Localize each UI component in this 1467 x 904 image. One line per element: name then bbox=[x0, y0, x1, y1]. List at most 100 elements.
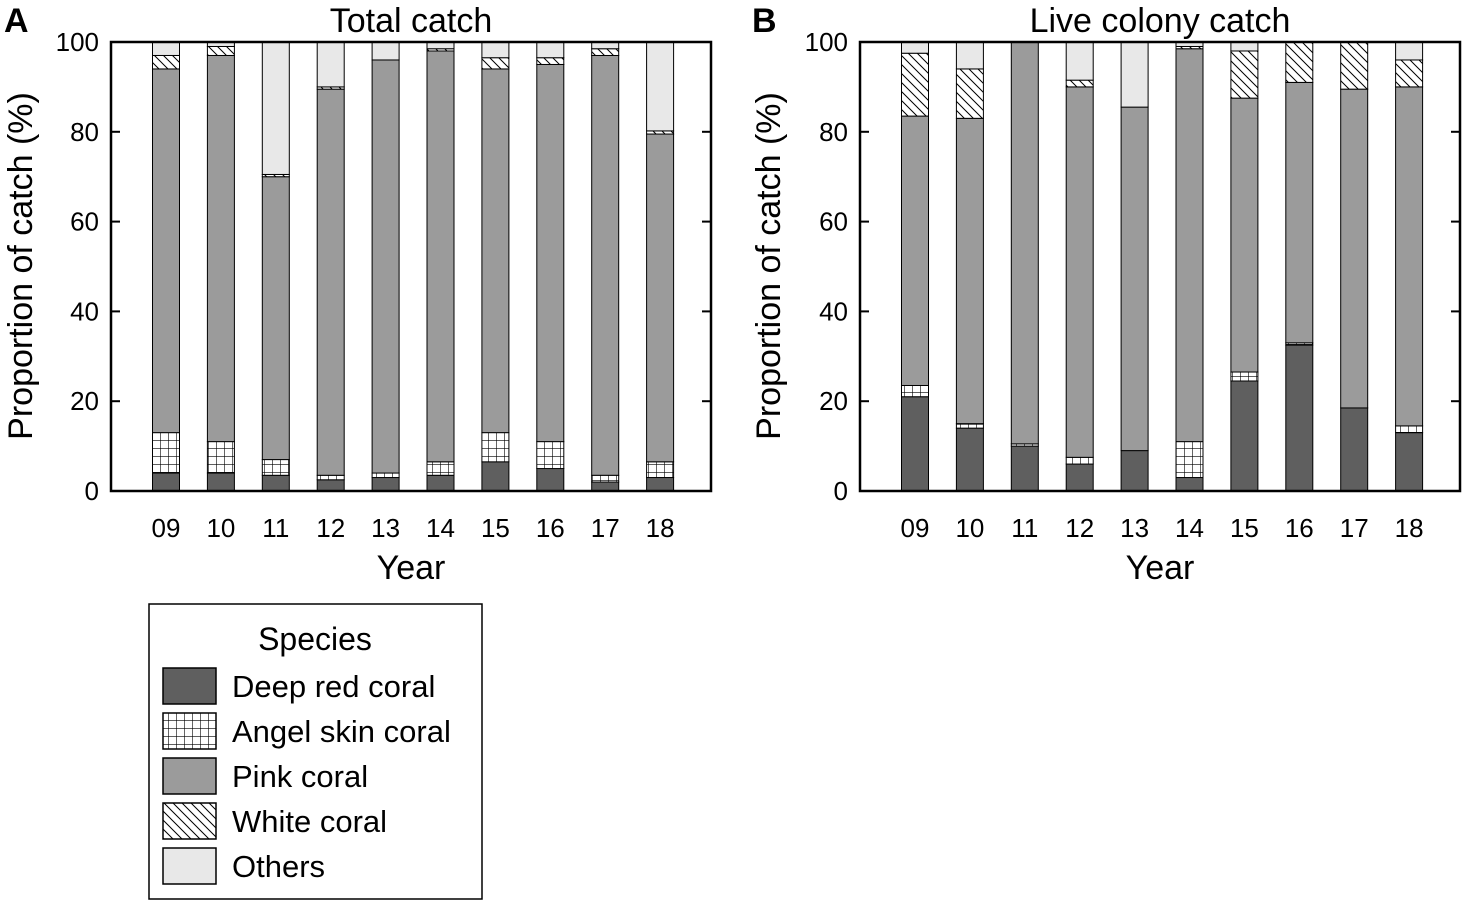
bar-deep_red-09 bbox=[152, 472, 180, 492]
bar-deep_red-16 bbox=[1285, 344, 1314, 492]
chart-title: Live colony catch bbox=[1030, 2, 1291, 40]
bar-pink-15 bbox=[481, 68, 510, 434]
y-tick-label: 100 bbox=[56, 27, 99, 57]
y-tick-label: 60 bbox=[70, 207, 99, 237]
x-tick-label: 11 bbox=[262, 513, 289, 543]
bar-white-18 bbox=[1395, 59, 1424, 88]
bar-pink-16 bbox=[1285, 81, 1314, 344]
bars-layer bbox=[901, 41, 1424, 492]
legend-title: Species bbox=[258, 621, 372, 657]
bar-angel_skin-18 bbox=[1395, 425, 1424, 434]
bar-pink-13 bbox=[371, 59, 400, 474]
bar-pink-09 bbox=[901, 115, 929, 386]
panel-live-colony-catch: B Live colony catch Proportion of catch … bbox=[750, 2, 1462, 587]
bar-others-11 bbox=[261, 41, 290, 175]
bar-pink-14 bbox=[1175, 48, 1204, 443]
panel-letter-a: A bbox=[4, 2, 29, 40]
plot-frame bbox=[858, 40, 1462, 493]
y-tick-label: 60 bbox=[819, 207, 848, 237]
bar-deep_red-17 bbox=[1340, 407, 1369, 492]
x-tick-label: 16 bbox=[1285, 513, 1314, 543]
x-tick-label: 14 bbox=[1175, 513, 1204, 543]
y-tick-label: 80 bbox=[70, 117, 99, 147]
bar-others-13 bbox=[371, 41, 400, 61]
bar-pink-18 bbox=[646, 133, 675, 463]
bars-layer bbox=[152, 41, 675, 492]
bar-white-09 bbox=[152, 54, 180, 70]
bar-pink-12 bbox=[316, 88, 345, 476]
x-tick-label: 14 bbox=[426, 513, 455, 543]
bar-white-09 bbox=[901, 52, 929, 117]
bar-deep_red-18 bbox=[1395, 432, 1424, 492]
y-tick-label: 20 bbox=[819, 386, 848, 416]
x-tick-label: 13 bbox=[371, 513, 400, 543]
legend-label-deep_red: Deep red coral bbox=[232, 669, 435, 704]
bar-pink-11 bbox=[261, 176, 290, 461]
panel-total-catch: A Total catch Proportion of catch (%) Ye… bbox=[2, 2, 713, 587]
bar-others-15 bbox=[1230, 41, 1259, 52]
bar-deep_red-13 bbox=[371, 477, 400, 492]
x-tick-label: 18 bbox=[1395, 513, 1424, 543]
bar-deep_red-13 bbox=[1120, 450, 1149, 492]
bar-angel_skin-10 bbox=[206, 441, 235, 474]
x-tick-label: 09 bbox=[901, 513, 930, 543]
bar-deep_red-17 bbox=[591, 481, 620, 492]
legend-swatch-pink bbox=[162, 757, 217, 795]
legend-label-angel_skin: Angel skin coral bbox=[232, 714, 451, 749]
legend-swatch-white bbox=[162, 802, 217, 840]
x-tick-label: 16 bbox=[536, 513, 565, 543]
bar-pink-11 bbox=[1010, 41, 1039, 445]
bar-white-17 bbox=[591, 48, 620, 56]
x-axis-title: Year bbox=[1126, 549, 1195, 587]
y-tick-label: 80 bbox=[819, 117, 848, 147]
bar-others-13 bbox=[1120, 41, 1149, 108]
bar-white-16 bbox=[1285, 41, 1314, 83]
legend: Species Deep red coral Angel skin coral Pi… bbox=[148, 603, 483, 900]
y-tick-label: 40 bbox=[819, 296, 848, 326]
bar-angel_skin-09 bbox=[152, 432, 180, 474]
bar-angel_skin-17 bbox=[591, 474, 620, 483]
bar-deep_red-11 bbox=[261, 474, 290, 492]
bar-pink-18 bbox=[1395, 86, 1424, 427]
x-tick-label: 10 bbox=[955, 513, 984, 543]
bar-pink-17 bbox=[591, 54, 620, 476]
x-tick-label: 15 bbox=[1230, 513, 1259, 543]
legend-label-pink: Pink coral bbox=[232, 759, 368, 794]
x-tick-label: 12 bbox=[316, 513, 345, 543]
y-tick-label: 20 bbox=[70, 386, 99, 416]
bar-angel_skin-14 bbox=[1175, 441, 1204, 479]
bar-pink-12 bbox=[1065, 86, 1094, 458]
x-axis-title: Year bbox=[377, 549, 446, 587]
panel-letter-b: B bbox=[752, 2, 777, 40]
x-tick-label: 11 bbox=[1011, 513, 1038, 543]
legend-items: Deep red coral Angel skin coral Pink coral… bbox=[162, 667, 451, 885]
bar-pink-09 bbox=[152, 68, 180, 434]
legend-label-others: Others bbox=[232, 849, 325, 884]
bar-deep_red-10 bbox=[206, 472, 235, 492]
legend-swatch-others bbox=[162, 847, 217, 885]
axes-layer: 0 20 40 60 80 100 09 10 11 12 13 14 15 16 17 18 bbox=[805, 27, 1460, 543]
bar-others-09 bbox=[152, 41, 180, 56]
bar-pink-14 bbox=[426, 50, 455, 463]
bar-deep_red-15 bbox=[1230, 380, 1259, 492]
bar-angel_skin-15 bbox=[1230, 371, 1259, 382]
x-tick-label: 13 bbox=[1120, 513, 1149, 543]
bar-angel_skin-09 bbox=[901, 384, 929, 398]
bar-angel_skin-13 bbox=[371, 472, 400, 479]
legend-label-white: White coral bbox=[232, 804, 387, 839]
bar-deep_red-14 bbox=[1175, 477, 1204, 492]
bar-angel_skin-10 bbox=[955, 423, 984, 429]
bar-pink-17 bbox=[1340, 88, 1369, 409]
bar-others-10 bbox=[955, 41, 984, 70]
x-tick-label: 18 bbox=[646, 513, 675, 543]
legend-swatch-deep_red bbox=[162, 667, 217, 705]
y-tick-label: 40 bbox=[70, 296, 99, 326]
plot-frame bbox=[109, 40, 713, 493]
bar-deep_red-15 bbox=[481, 461, 510, 492]
y-axis-title: Proportion of catch (%) bbox=[750, 92, 788, 440]
bar-pink-13 bbox=[1120, 106, 1149, 452]
bar-angel_skin-12 bbox=[1065, 456, 1094, 465]
bar-others-12 bbox=[316, 41, 345, 88]
bar-others-16 bbox=[536, 41, 565, 59]
